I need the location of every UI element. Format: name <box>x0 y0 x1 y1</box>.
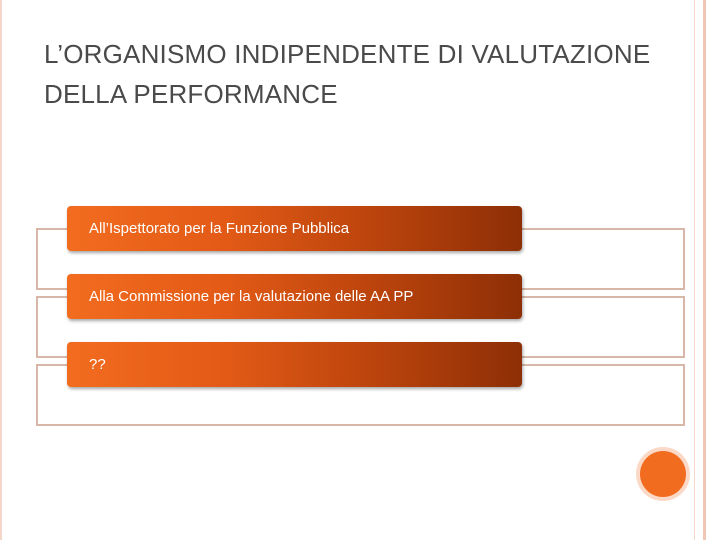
slide-frame-inner-line <box>694 0 695 540</box>
list-item-banner: All’Ispettorato per la Funzione Pubblica <box>67 206 522 251</box>
slide-frame-outer-line <box>703 0 706 540</box>
list-item-banner: ?? <box>67 342 522 387</box>
list-item: Alla Commissione per la valutazione dell… <box>36 274 685 358</box>
list-item: ?? <box>36 342 685 426</box>
list-item-banner: Alla Commissione per la valutazione dell… <box>67 274 522 319</box>
slide-left-border <box>0 0 2 540</box>
list-item: All’Ispettorato per la Funzione Pubblica <box>36 206 685 290</box>
slide-title: L’ORGANISMO INDIPENDENTE DI VALUTAZIONE … <box>44 39 651 109</box>
decorative-circle-icon <box>640 451 686 497</box>
